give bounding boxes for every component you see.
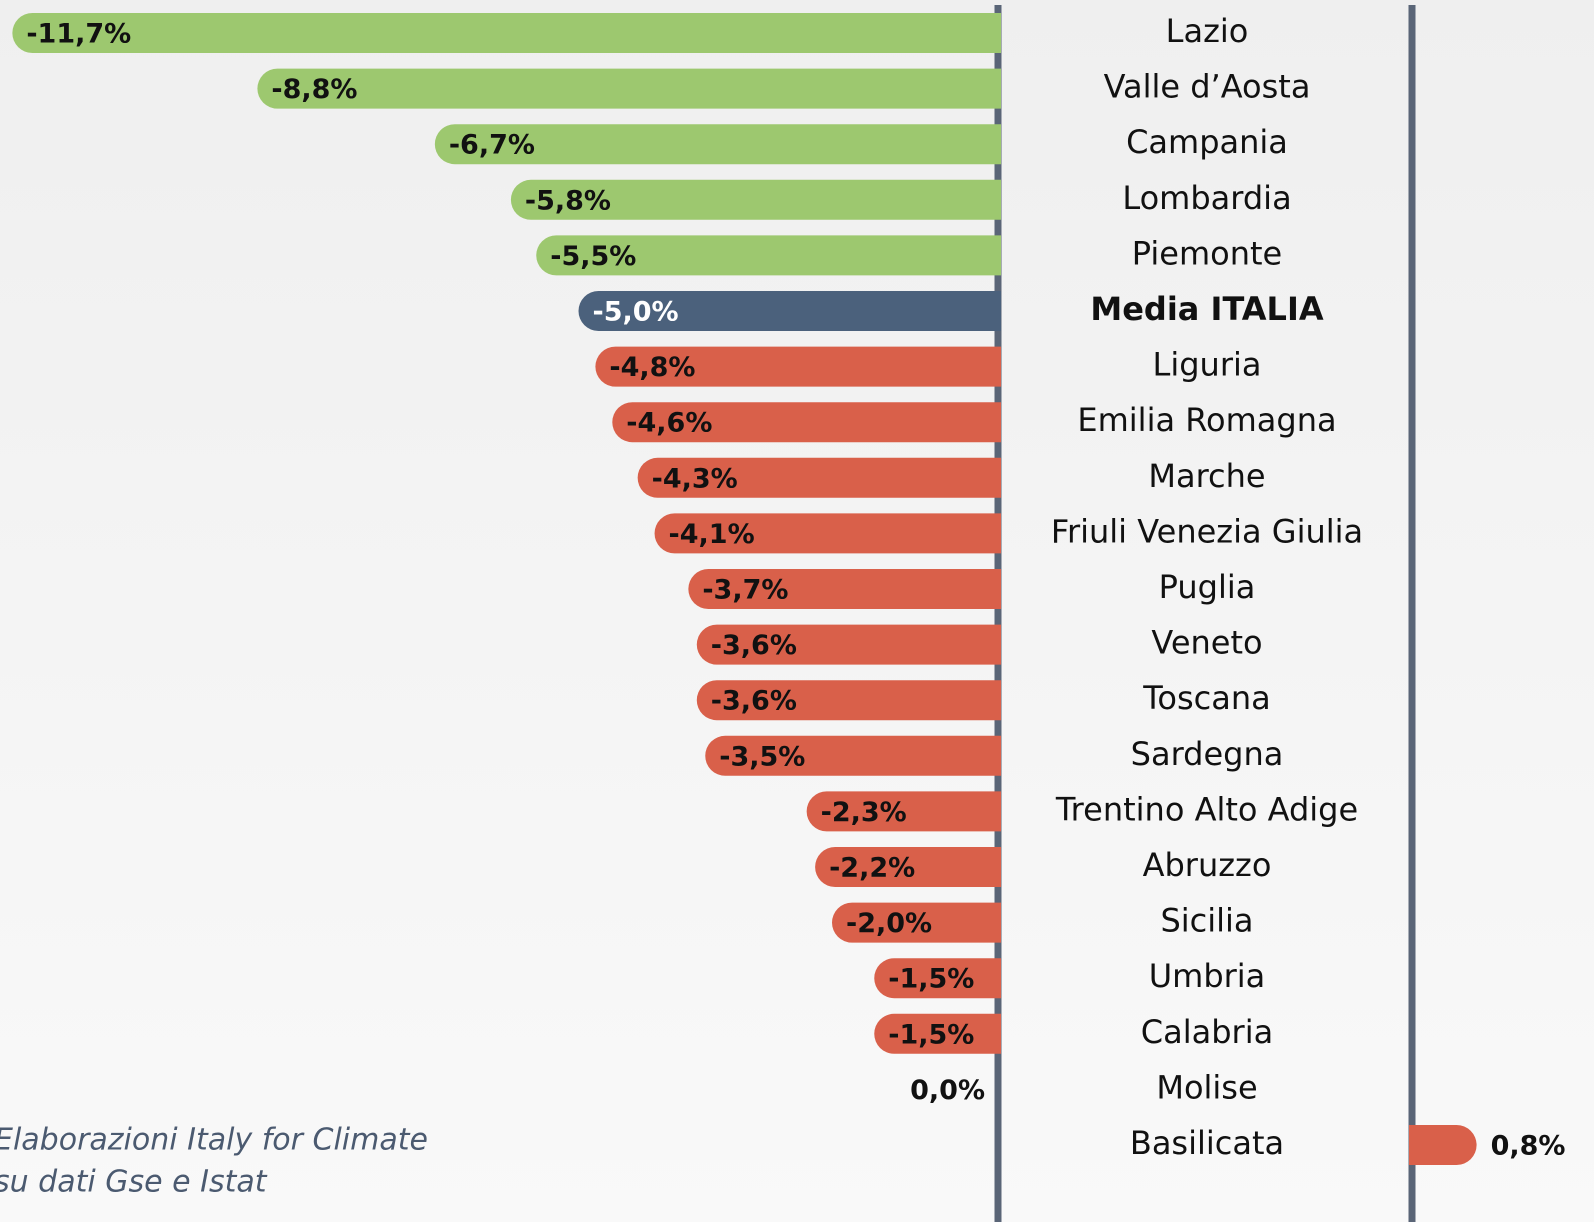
category-label: Sardegna <box>1131 735 1284 773</box>
bar <box>637 457 1001 498</box>
bar <box>815 847 1001 887</box>
category-label: Calabria <box>1141 1013 1273 1051</box>
bar <box>12 13 1002 53</box>
category-label: Lombardia <box>1122 179 1291 217</box>
value-label: -3,6% <box>711 630 797 661</box>
category-label: Toscana <box>1142 679 1270 717</box>
bar <box>536 235 1001 276</box>
category-label: Sicilia <box>1160 902 1253 940</box>
category-label: Lazio <box>1166 12 1249 50</box>
category-label: Valle d’Aosta <box>1104 68 1311 106</box>
category-label: Liguria <box>1153 346 1262 384</box>
category-label: Basilicata <box>1130 1124 1284 1162</box>
bar <box>434 124 1002 165</box>
source-line: su dati Gse e Istat <box>0 1165 268 1200</box>
value-label: -1,5% <box>888 964 974 995</box>
value-label: -8,8% <box>271 74 357 105</box>
value-label: -4,3% <box>652 463 738 494</box>
category-label: Puglia <box>1159 568 1256 606</box>
bar <box>696 680 1001 721</box>
bar <box>874 958 1001 999</box>
value-label: -1,5% <box>888 1019 974 1050</box>
value-label: -6,7% <box>449 130 535 161</box>
value-label: -5,5% <box>550 241 636 272</box>
value-label: -2,3% <box>821 797 907 828</box>
category-label: Trentino Alto Adige <box>1055 790 1358 828</box>
bar <box>688 569 1001 609</box>
bar <box>612 402 1001 443</box>
category-label: Umbria <box>1149 957 1266 995</box>
category-label: Molise <box>1156 1068 1257 1106</box>
bar <box>696 624 1001 665</box>
bar <box>510 179 1001 220</box>
value-label: -4,8% <box>609 352 695 383</box>
value-label: -3,7% <box>702 575 788 606</box>
value-label: -2,0% <box>846 908 932 939</box>
category-label: Marche <box>1148 457 1265 495</box>
value-label: 0,8% <box>1491 1131 1566 1162</box>
category-label: Media ITALIA <box>1090 290 1323 328</box>
bar <box>1409 1125 1477 1165</box>
bar <box>578 291 1001 331</box>
value-label: -5,8% <box>525 185 611 216</box>
value-label: -11,7% <box>26 19 131 50</box>
source-line: Elaborazioni Italy for Climate <box>0 1123 428 1158</box>
value-label: -4,6% <box>626 408 712 439</box>
value-label: -4,1% <box>669 519 755 550</box>
bar <box>595 346 1001 387</box>
value-label: -2,2% <box>829 853 915 884</box>
bar <box>874 1013 1001 1054</box>
category-label: Campania <box>1126 123 1288 161</box>
bar <box>832 902 1001 943</box>
value-label: -5,0% <box>593 297 679 328</box>
value-label: -3,6% <box>711 686 797 717</box>
category-label: Veneto <box>1151 624 1262 662</box>
category-label: Abruzzo <box>1143 846 1272 884</box>
bar <box>654 513 1001 554</box>
bar <box>806 791 1001 832</box>
category-label: Friuli Venezia Giulia <box>1051 512 1363 550</box>
bar <box>257 68 1001 109</box>
bar <box>705 735 1001 776</box>
value-label: 0,0% <box>910 1075 985 1106</box>
value-label: -3,5% <box>719 741 805 772</box>
category-label: Emilia Romagna <box>1077 401 1336 439</box>
category-label: Piemonte <box>1132 234 1282 272</box>
